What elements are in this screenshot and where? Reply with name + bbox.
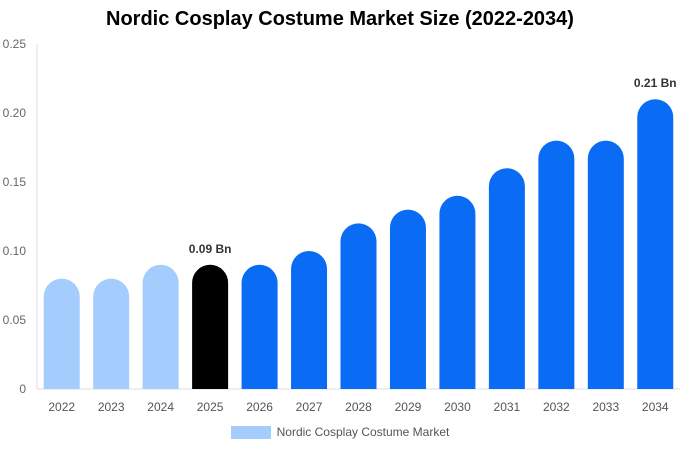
data-label: 0.21 Bn [634, 76, 677, 90]
bar-2030 [439, 195, 476, 389]
x-tick-label: 2025 [197, 400, 224, 414]
bar-2024 [142, 264, 179, 389]
chart-title: Nordic Cosplay Costume Market Size (2022… [106, 8, 574, 30]
y-tick-label: 0.20 [3, 106, 27, 120]
x-tick-label: 2031 [494, 400, 521, 414]
x-tick-label: 2030 [444, 400, 471, 414]
x-tick-label: 2029 [395, 400, 422, 414]
x-tick-label: 2024 [147, 400, 174, 414]
x-tick-label: 2027 [296, 400, 323, 414]
bar-2023 [93, 278, 130, 389]
x-tick-label: 2026 [246, 400, 273, 414]
legend-label: Nordic Cosplay Costume Market [276, 425, 450, 439]
y-tick-label: 0.15 [3, 175, 27, 189]
y-tick-label: 0 [19, 382, 26, 396]
data-label: 0.09 Bn [189, 242, 232, 256]
bar-2026 [241, 264, 278, 389]
bar-2029 [389, 209, 426, 389]
y-tick-label: 0.05 [3, 313, 27, 327]
y-tick-label: 0.10 [3, 244, 27, 258]
x-tick-label: 2023 [98, 400, 125, 414]
y-tick-label: 0.25 [3, 37, 27, 51]
bar-2034 [637, 99, 674, 389]
x-tick-label: 2033 [592, 400, 619, 414]
bar-2031 [488, 168, 525, 389]
bar-2027 [291, 251, 328, 389]
bar-2025 [192, 264, 229, 389]
bar-2022 [43, 278, 80, 389]
bar-2032 [538, 140, 575, 389]
x-tick-label: 2034 [642, 400, 669, 414]
x-tick-label: 2022 [48, 400, 75, 414]
bar-2033 [587, 140, 624, 389]
x-tick-label: 2032 [543, 400, 570, 414]
legend-swatch [230, 425, 271, 439]
legend: Nordic Cosplay Costume Market [0, 425, 680, 439]
bar-2028 [340, 223, 377, 389]
x-tick-label: 2028 [345, 400, 372, 414]
